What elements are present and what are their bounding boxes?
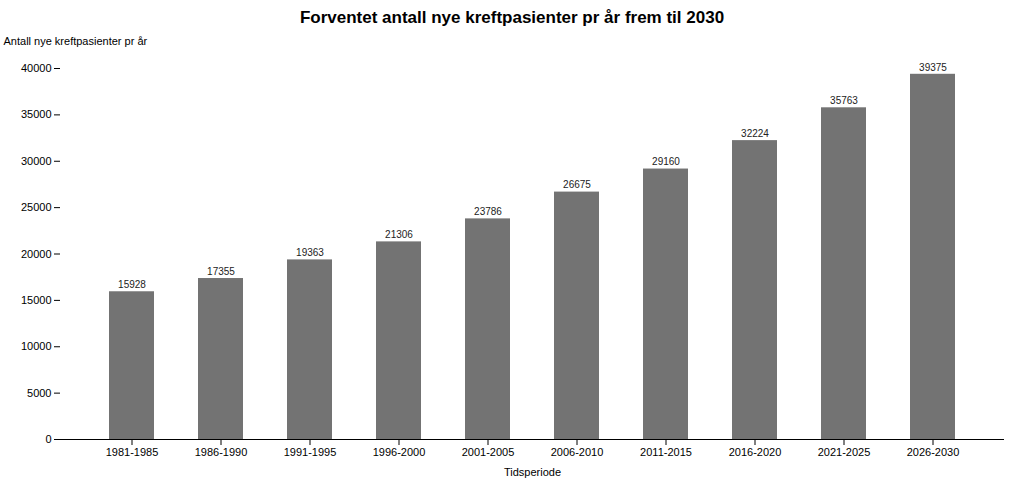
svg-text:25000: 25000: [21, 201, 52, 213]
svg-text:2016-2020: 2016-2020: [729, 446, 782, 458]
svg-text:0: 0: [45, 433, 51, 445]
svg-text:35000: 35000: [21, 108, 52, 120]
svg-text:5000: 5000: [27, 387, 51, 399]
svg-text:Tidsperiode: Tidsperiode: [504, 466, 561, 478]
svg-text:19363: 19363: [296, 247, 324, 258]
svg-text:1986-1990: 1986-1990: [195, 446, 248, 458]
svg-text:32224: 32224: [741, 128, 769, 139]
svg-text:40000: 40000: [21, 62, 52, 74]
svg-text:2011-2015: 2011-2015: [640, 446, 692, 458]
svg-text:30000: 30000: [21, 155, 52, 167]
svg-text:1981-1985: 1981-1985: [106, 446, 159, 458]
svg-text:10000: 10000: [21, 340, 52, 352]
svg-text:17355: 17355: [207, 266, 235, 277]
svg-text:20000: 20000: [21, 248, 52, 260]
svg-text:Antall nye kreftpasienter pr å: Antall nye kreftpasienter pr år: [4, 35, 148, 47]
svg-text:21306: 21306: [385, 229, 413, 240]
svg-text:2021-2025: 2021-2025: [818, 446, 871, 458]
svg-text:2006-2010: 2006-2010: [551, 446, 604, 458]
svg-text:29160: 29160: [652, 156, 680, 167]
svg-text:15000: 15000: [21, 294, 52, 306]
html-text:Forventet antall nye kreftpasi: Forventet antall nye kreftpasienter pr å…: [299, 8, 725, 27]
svg-text:23786: 23786: [474, 206, 502, 217]
svg-text:26675: 26675: [563, 179, 591, 190]
svg-text:1996-2000: 1996-2000: [373, 446, 426, 458]
svg-text:39375: 39375: [919, 61, 947, 72]
svg-text:1991-1995: 1991-1995: [284, 446, 337, 458]
svg-text:2026-2030: 2026-2030: [907, 446, 960, 458]
svg-text:35763: 35763: [830, 95, 858, 106]
svg-text:2001-2005: 2001-2005: [462, 446, 515, 458]
svg-text:15928: 15928: [118, 279, 146, 290]
